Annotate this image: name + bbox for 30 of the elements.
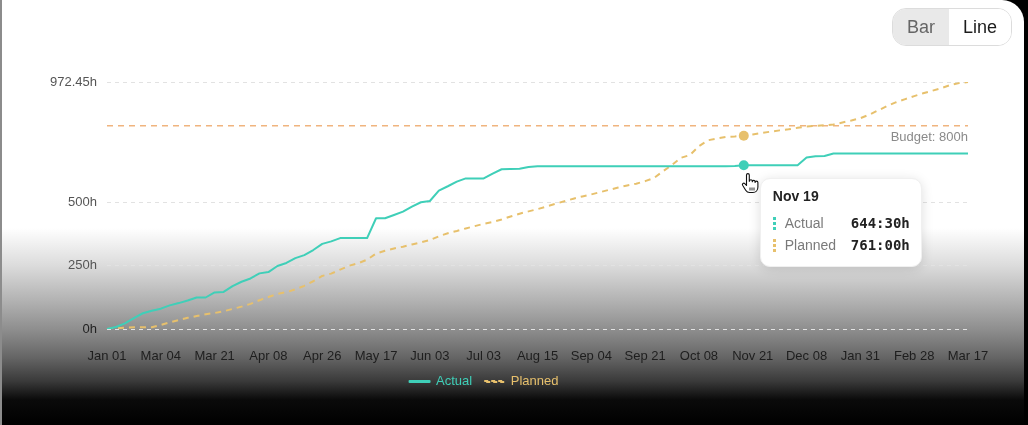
x-tick-label: Aug 15 [516,348,559,364]
x-tick-label: Apr 26 [303,348,342,364]
annotation: 644:30h [850,215,910,232]
x-tick-label: Sep 04 [570,348,612,364]
view-toggle[interactable]: Bar Line [892,8,1013,46]
legend-label: Planned [784,237,838,254]
x-tick-label: Mar 17 [947,348,989,364]
x-tick-label: Jan 01 [87,348,127,364]
x-tick-label: Mar 04 [140,348,182,364]
annotation: 761:00h [850,237,910,254]
x-tick-label: Oct 08 [679,348,719,364]
x-tick-label: Dec 08 [785,348,828,364]
text: Planned [510,373,559,389]
y-tick-label: 250h [68,257,97,273]
x-tick-label: Mar 21 [194,348,235,364]
x-tick-label: Sep 21 [624,348,666,364]
x-tick-label: Apr 08 [249,348,288,364]
text: Actual [436,373,473,389]
x-tick-label: May 17 [354,348,398,364]
x-tick-label: Feb 28 [893,348,935,364]
ref-line-label: Budget: 800h [890,129,968,145]
y-tick-label: 0h [82,320,97,336]
y-tick-label: 500h [68,193,97,209]
x-tick-label: Jun 03 [410,348,450,364]
x-tick-label: Nov 21 [732,348,774,364]
y-tick-label: 972.45h [50,73,97,89]
x-tick-label: Jan 31 [840,348,880,364]
annotation: Nov 19 [772,188,820,205]
x-tick-label: Jul 03 [466,348,502,364]
legend-label: Actual [784,215,825,232]
